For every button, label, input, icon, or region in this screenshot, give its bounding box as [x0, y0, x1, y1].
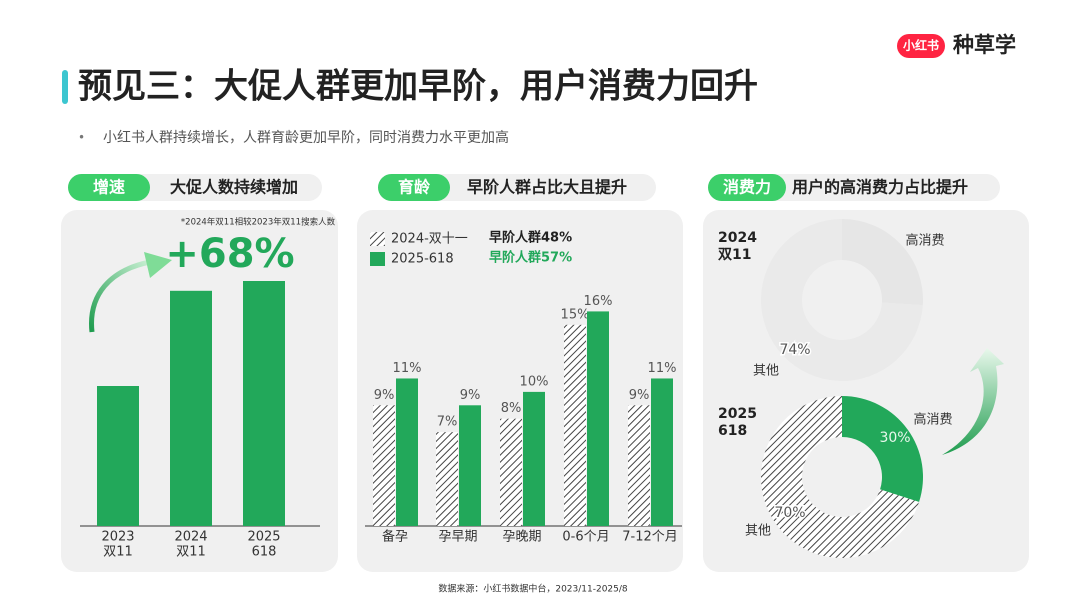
donut-slice — [761, 396, 920, 558]
legend-label: 2024-双十一 — [391, 232, 468, 247]
value-label: 8% — [501, 401, 522, 416]
value-label: 11% — [648, 361, 677, 376]
bar — [396, 378, 418, 526]
bar — [523, 391, 545, 526]
value-label: 74% — [779, 342, 810, 358]
donut-slice — [842, 396, 924, 503]
growth-arrow — [89, 259, 151, 333]
x-tick-label: 双11 — [103, 545, 133, 560]
value-label: 9% — [374, 388, 395, 403]
bar — [170, 290, 212, 526]
legend-note: 早阶人群48% — [489, 230, 572, 246]
x-tick-label: 2024 — [174, 530, 207, 545]
pie-name: 2025 — [718, 406, 757, 422]
legend-swatch — [370, 252, 385, 266]
value-label: 11% — [393, 361, 422, 376]
value-label: 7% — [437, 415, 458, 430]
x-tick-label: 2025 — [247, 530, 280, 545]
x-tick-label: 7-12个月 — [622, 530, 678, 545]
trend-arrow — [942, 348, 1004, 455]
bullet-dot: • — [78, 131, 85, 145]
pie-name: 618 — [718, 423, 747, 439]
slice-label: 高消费 — [913, 412, 952, 428]
tag: 增速 — [93, 178, 125, 197]
bar — [243, 281, 285, 526]
tag-pill — [708, 174, 786, 201]
bar — [500, 418, 522, 526]
x-tick-label: 孕晚期 — [502, 530, 541, 545]
logo-badge — [897, 34, 945, 58]
title-marker — [62, 70, 68, 104]
tag-pill — [68, 174, 150, 201]
value-label: 70% — [774, 505, 805, 521]
value-label: 16% — [584, 294, 613, 309]
growth-arrowhead — [144, 252, 172, 278]
pie-name: 双11 — [718, 247, 751, 263]
brand: 种草学 — [952, 33, 1016, 57]
bar — [564, 324, 586, 526]
x-tick-label: 2023 — [101, 530, 134, 545]
heading: 用户的高消费力占比提升 — [792, 178, 968, 197]
value-label: 15% — [561, 307, 590, 322]
bar — [373, 405, 395, 526]
slice-label: 其他 — [745, 524, 771, 539]
slice-label: 高消费 — [905, 233, 944, 249]
title: 预见三：大促人群更加早阶，用户消费力回升 — [78, 67, 758, 107]
bar — [587, 311, 609, 526]
donut-slice — [761, 219, 923, 381]
heading: 早阶人群占比大且提升 — [467, 178, 627, 197]
bar — [97, 386, 139, 526]
x-tick-label: 双11 — [176, 545, 206, 560]
source: 数据来源：小红书数据中台，2023/11-2025/8 — [438, 583, 628, 595]
bullet-text: 小红书人群持续增长，人群育龄更加早阶，同时消费力水平更加高 — [103, 129, 509, 146]
bar — [651, 378, 673, 526]
value-label: 10% — [520, 374, 549, 389]
legend-note: 早阶人群57% — [489, 250, 572, 266]
annotation: +68% — [165, 231, 294, 277]
slice-label: 其他 — [753, 364, 779, 379]
tag: 消费力 — [723, 178, 771, 197]
x-tick-label: 备孕 — [382, 529, 408, 545]
value-label: 9% — [629, 388, 650, 403]
tag-pill — [378, 174, 450, 201]
bar — [436, 432, 458, 526]
value-label: 9% — [460, 388, 481, 403]
legend-label: 2025-618 — [391, 252, 454, 267]
bar — [459, 405, 481, 526]
logo: 小红书 — [903, 38, 939, 53]
pie-name: 2024 — [718, 230, 757, 246]
heading: 大促人数持续增加 — [170, 178, 298, 197]
note: *2024年双11相较2023年双11搜索人数 — [181, 217, 336, 228]
x-tick-label: 孕早期 — [438, 530, 477, 545]
x-tick-label: 618 — [252, 545, 277, 560]
legend-swatch — [370, 232, 385, 246]
tag: 育龄 — [398, 178, 431, 197]
bar — [628, 405, 650, 526]
value-label: 30% — [879, 430, 910, 446]
donut-slice — [842, 219, 923, 306]
x-tick-label: 0-6个月 — [562, 530, 609, 545]
